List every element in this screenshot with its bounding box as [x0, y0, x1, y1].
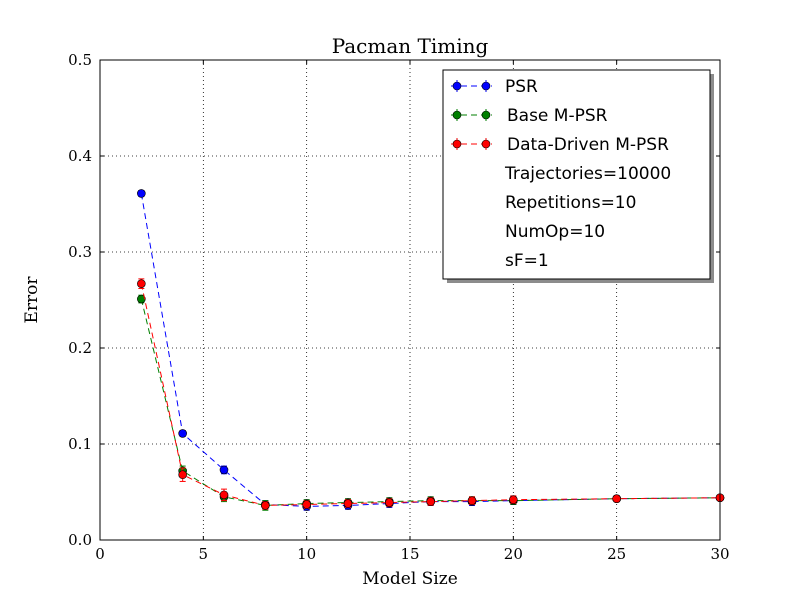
legend-marker — [452, 110, 462, 120]
data-point — [137, 189, 146, 198]
x-tick-label: 25 — [607, 545, 626, 563]
series-layer — [137, 189, 725, 511]
legend-entry: Base M-PSR — [451, 106, 608, 126]
ticks: 0 5 10 15 20 25 30 0.0 0.1 0.2 0.3 0.4 0.5 — [68, 51, 729, 563]
y-tick-label: 0.3 — [68, 243, 92, 261]
series-line — [140, 193, 721, 507]
legend-entry: Data-Driven M-PSR — [451, 135, 669, 155]
legend-marker — [452, 139, 462, 149]
legend-annotation: Trajectories=10000 — [504, 164, 671, 184]
x-tick-label: 20 — [504, 545, 523, 563]
legend-entry: PSR — [451, 77, 538, 97]
data-point — [261, 501, 270, 510]
x-tick-label: 15 — [400, 545, 419, 563]
x-tick-label: 0 — [95, 545, 105, 563]
legend-marker — [452, 81, 462, 91]
legend-box — [442, 69, 711, 280]
series-line — [140, 283, 721, 506]
x-tick-label: 10 — [297, 545, 316, 563]
y-axis-label: Error — [22, 276, 42, 324]
y-tick-label: 0.4 — [68, 147, 92, 165]
legend-label: Data-Driven M-PSR — [507, 135, 669, 155]
series-data-driven-m-psr — [137, 278, 725, 510]
data-point — [509, 495, 518, 504]
legend-annotation: sF=1 — [505, 251, 549, 271]
legend-annotation: NumOp=10 — [505, 222, 605, 242]
data-point — [137, 279, 146, 288]
x-tick-label: 5 — [199, 545, 209, 563]
data-point — [426, 497, 435, 506]
y-tick-label: 0.2 — [68, 339, 92, 357]
data-point — [467, 496, 477, 505]
legend-marker — [481, 81, 491, 91]
legend-annotation: Repetitions=10 — [505, 193, 636, 213]
legend: PSR Base M-PSR Data-Driven M-PSR Trajectori… — [442, 69, 714, 283]
data-point — [219, 465, 229, 475]
data-point — [343, 499, 353, 508]
data-point — [219, 490, 229, 500]
y-tick-label: 0.5 — [68, 51, 92, 69]
y-tick-label: 0.1 — [68, 435, 92, 453]
data-point — [178, 429, 187, 438]
legend-marker — [481, 139, 491, 149]
data-point — [137, 294, 146, 304]
legend-marker — [481, 110, 491, 120]
legend-label: PSR — [505, 77, 538, 97]
chart-title: Pacman Timing — [332, 34, 489, 58]
legend-label: Base M-PSR — [507, 106, 608, 126]
x-tick-label: 30 — [710, 545, 729, 563]
data-point — [302, 500, 311, 509]
data-point — [178, 470, 187, 480]
x-axis-label: Model Size — [362, 569, 458, 589]
y-tick-label: 0.0 — [68, 531, 92, 549]
data-point — [385, 498, 394, 507]
data-point — [612, 494, 621, 504]
series-line — [140, 298, 721, 506]
